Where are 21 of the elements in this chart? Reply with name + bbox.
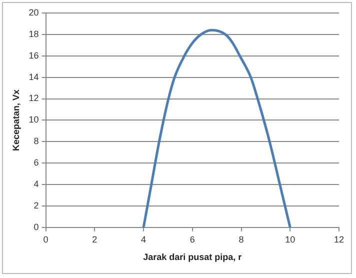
x-tick-label: 6 <box>190 234 195 244</box>
x-axis-title: Jarak dari pusat pipa, r <box>143 252 242 262</box>
y-tick-label: 0 <box>34 222 39 232</box>
y-tick-label: 18 <box>28 28 39 39</box>
y-tick-label: 20 <box>28 7 39 18</box>
y-tick-label: 12 <box>28 93 39 104</box>
y-tick-label: 6 <box>34 158 39 168</box>
x-tick-label: 10 <box>285 234 296 244</box>
y-tick-label: 8 <box>34 136 39 146</box>
x-tick-label: 0 <box>43 234 48 244</box>
x-tick-label: 2 <box>92 234 98 244</box>
x-tick-label: 8 <box>238 234 244 244</box>
y-tick-label: 4 <box>34 179 39 190</box>
x-tick-label: 12 <box>334 234 344 244</box>
y-axis-title: Kecepatan, Vx <box>10 89 21 151</box>
y-tick-label: 16 <box>28 50 39 60</box>
y-tick-label: 2 <box>34 200 39 210</box>
line-series <box>142 28 292 228</box>
y-tick-label: 10 <box>28 114 39 125</box>
y-tick-label: 14 <box>28 72 39 82</box>
x-tick-label: 4 <box>141 234 146 244</box>
